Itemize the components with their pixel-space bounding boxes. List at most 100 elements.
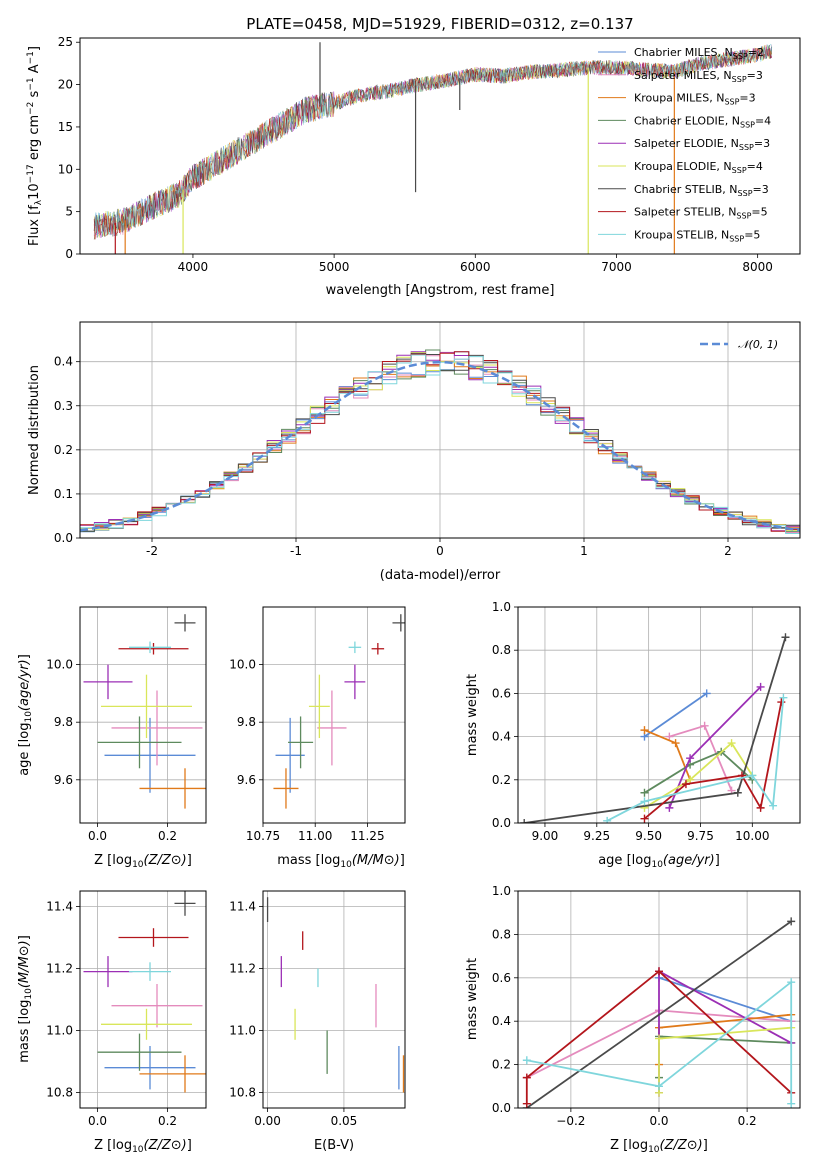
legend-label: Salpeter MILES, NSSP=3 (634, 69, 763, 84)
legend-sub: SSP (729, 234, 744, 243)
legend-base: Salpeter ELODIE, N (634, 137, 739, 150)
weight_vs_age-border (517, 606, 801, 824)
legend-tail: =3 (747, 69, 763, 82)
age_vs_Z-ytick-label: 9.8 (54, 715, 73, 729)
spectrum-ylabel-part: s (27, 90, 42, 101)
mass_vs_Z-ytick-label: 11.4 (46, 900, 73, 914)
mass_vs_ebv-content (266, 897, 405, 1093)
weight_vs_age-xtick-label: 9.00 (532, 829, 559, 843)
legend-sub: SSP (740, 120, 755, 129)
weight-marker (522, 1099, 531, 1108)
errorbar-point (118, 643, 189, 655)
weight_vs_Z-xlabel-pre: Z [log (610, 1138, 648, 1153)
errorbar-point (392, 614, 405, 632)
legend-tail: =3 (753, 183, 769, 196)
spectrum-xtick-label: 7000 (601, 260, 632, 274)
weight-marker (603, 816, 612, 823)
weight-marker (640, 788, 649, 797)
spectrum-ylabel-part: −1 (26, 77, 36, 90)
legend-label: Kroupa STELIB, NSSP=5 (634, 228, 760, 243)
mass_vs_Z-content (83, 891, 206, 1093)
mass-ylabel-pre: mass [log (17, 1000, 32, 1063)
mass_vs_Z-ytick-label: 10.8 (46, 1086, 73, 1100)
age_vs_Z-xtick-label: 0.0 (88, 829, 107, 843)
spectrum-ylabel-part: Flux [f (27, 205, 42, 246)
weight_vs_Z-ytick-label: 0.4 (492, 1014, 511, 1028)
legend-sub: SSP (724, 98, 739, 107)
legend-sub: SSP (736, 212, 751, 221)
mass_vs_Z-xlabel-close: ] (187, 1138, 192, 1153)
age_vs_mass-frame: 10.75 11.00 11.25 9.6 9.8 10.0 mass [log10(M/M… (229, 606, 406, 870)
mass_vs_ebv-ytick-label: 11.2 (229, 962, 256, 976)
errorbar-point (83, 956, 133, 988)
age_vs_mass-panel: 10.75 11.00 11.25 9.6 9.8 10.0 mass [log10(M/M… (229, 606, 406, 870)
spectrum-ylabel-part: −17 (26, 164, 36, 183)
weight-marker (655, 1082, 663, 1091)
weight-marker (769, 801, 778, 810)
weight_vs_age-ytick-label: 0.4 (492, 730, 511, 744)
age-ylabel-inner: (age/yr) (17, 659, 32, 711)
weight_vs_age-ytick-label: 0.2 (492, 773, 511, 787)
spectrum-line (93, 46, 773, 240)
age_vs_mass-ytick-label: 9.8 (237, 715, 256, 729)
spectrum-ylabel-part: −1 (26, 51, 36, 64)
weight-marker (681, 780, 690, 789)
weight-marker (733, 788, 742, 797)
legend-tail: =4 (755, 114, 771, 127)
weight-marker (665, 803, 674, 812)
weight_vs_Z-ytick-label: 0.0 (492, 1101, 511, 1115)
age_vs_mass-xtick-label: 11.00 (298, 829, 332, 843)
weight_vs_Z-panel: −0.2 0.0 0.2 0.0 0.2 0.4 0.6 0.8 1.0 Z [log10(Z/Z… (465, 884, 801, 1155)
errorbar-point (104, 717, 196, 793)
spectrum-xtick-label: 4000 (178, 260, 209, 274)
weight-marker (748, 771, 757, 780)
mass_vs_Z-xlabel-pre: Z [log (94, 1138, 132, 1153)
residuals-ytick-label: 0.0 (54, 531, 73, 545)
mass_vs_Z-frame: 0.0 0.210.811.011.211.4Z [log10(Z/Z⊙)]mas… (17, 890, 207, 1155)
weight_vs_Z-content (522, 917, 796, 1108)
weight-marker (686, 754, 695, 763)
errorbar-point (101, 674, 192, 739)
residuals-content (80, 349, 800, 534)
spectrum-ylabel-part: ] (27, 46, 42, 51)
legend-base: Kroupa MILES, N (634, 92, 724, 105)
legend-base: Chabrier MILES, N (634, 46, 733, 59)
errorbar-point (275, 717, 305, 793)
panels: 4000 5000 6000 7000 80000510152025wavelength… (17, 35, 801, 1155)
legend-label: Kroupa MILES, NSSP=3 (634, 92, 756, 107)
weight-marker (640, 814, 649, 823)
weight_vs_age-ylabel: mass weight (465, 674, 480, 756)
legend-sub: SSP (738, 189, 753, 198)
legend-tail: =4 (747, 160, 763, 173)
weight_vs_Z-frame: −0.2 0.0 0.2 0.0 0.2 0.4 0.6 0.8 1.0 Z [log10(Z/Z… (465, 884, 801, 1155)
mass_vs_Z-xtick-label: 0.0 (88, 1114, 107, 1128)
weight_vs_Z-xtick-label: 0.2 (738, 1114, 757, 1128)
weight_vs_Z-xlabel-sub: 10 (648, 1145, 660, 1155)
errorbar-point (139, 768, 206, 809)
legend-tail: =5 (751, 206, 767, 219)
errorbar-point (344, 664, 366, 700)
errorbar-point (104, 1046, 196, 1090)
residuals-xtick-label: 1 (580, 544, 588, 558)
age_vs_Z-ytick-label: 10.0 (46, 658, 73, 672)
weight_vs_age-frame: 9.00 9.25 9.50 9.75 10.00 0.0 0.2 0.4 0.6 0.8 1.0 a… (465, 600, 801, 870)
residuals-ylabel: Normed distribution (27, 365, 42, 495)
spectrum-xtick-label: 6000 (460, 260, 491, 274)
mass_vs_Z-ytick-label: 11.0 (46, 1024, 73, 1038)
mass_vs_Z-ytick-label: 11.2 (46, 962, 73, 976)
spectrum-ytick-label: 10 (58, 162, 73, 176)
weight-marker (702, 689, 711, 698)
normal-legend-label: 𝒩(0, 1) (738, 338, 778, 351)
errorbar-point (174, 891, 196, 916)
age_vs_mass-content (273, 614, 405, 809)
weight-marker (756, 803, 765, 812)
weight-marker (640, 726, 649, 735)
legend-base: Salpeter MILES, N (634, 69, 732, 82)
mass_vs_Z-border (79, 890, 207, 1109)
mass_vs_ebv-xtick-label: 0.05 (331, 1114, 358, 1128)
legend-base: Kroupa ELODIE, N (634, 160, 732, 173)
weight-marker (671, 739, 680, 748)
spectrum-ylabel-part: A (27, 64, 42, 77)
